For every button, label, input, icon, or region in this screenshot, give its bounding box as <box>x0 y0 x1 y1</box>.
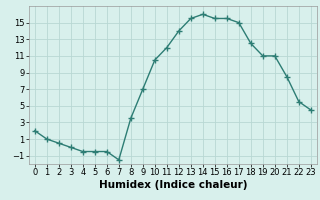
X-axis label: Humidex (Indice chaleur): Humidex (Indice chaleur) <box>99 180 247 190</box>
